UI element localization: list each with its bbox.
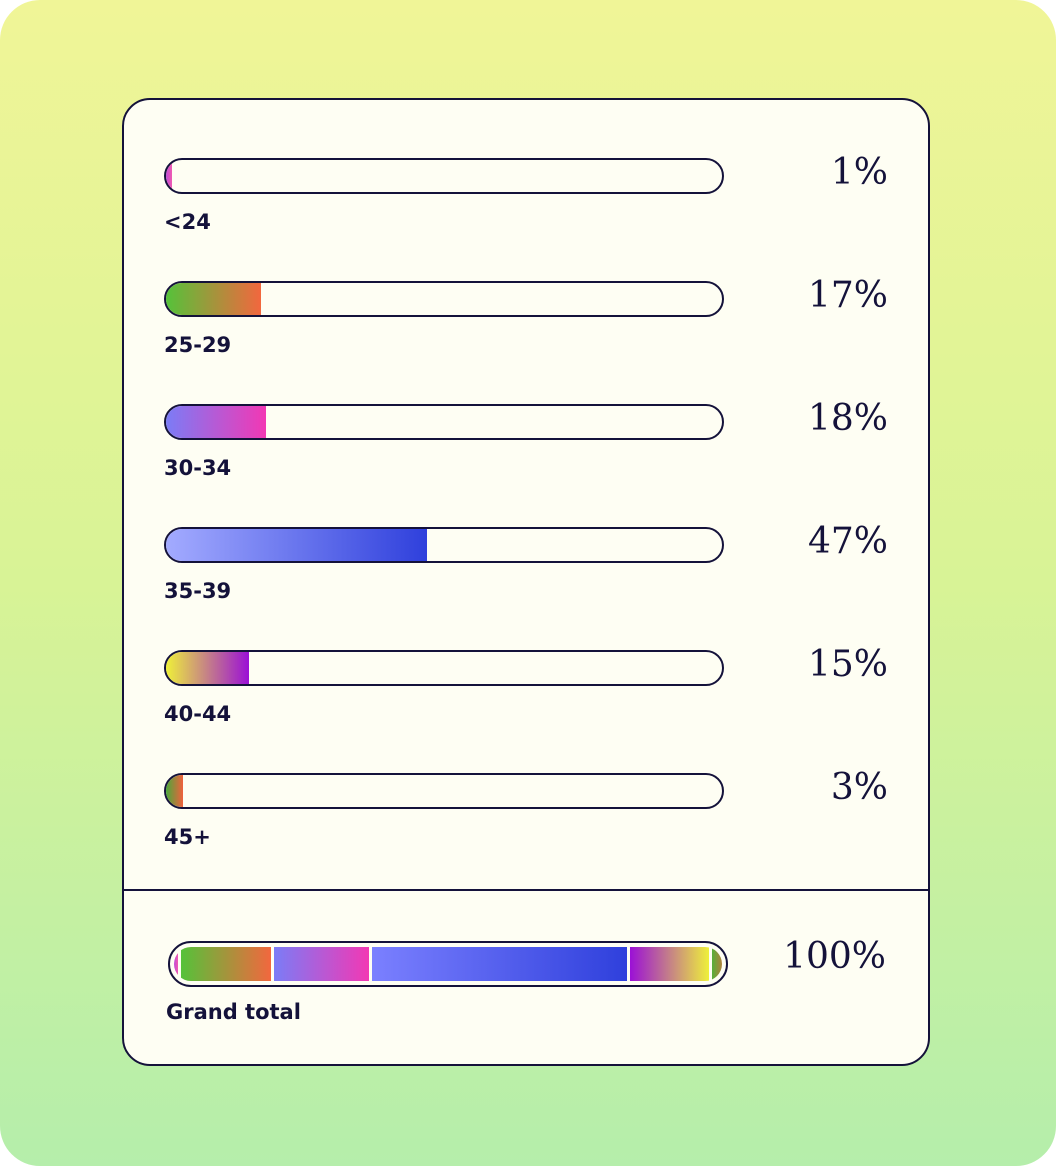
divider bbox=[124, 889, 928, 891]
bar-row: 40-44 15% bbox=[124, 644, 928, 740]
bar bbox=[166, 529, 428, 561]
bar-track bbox=[164, 527, 724, 563]
value-label: 18% bbox=[807, 398, 888, 439]
bar-row: <24 1% bbox=[124, 152, 928, 248]
category-label: <24 bbox=[164, 210, 211, 234]
total-segment bbox=[180, 947, 274, 981]
bar bbox=[166, 283, 261, 315]
bar-track bbox=[164, 281, 724, 317]
bar bbox=[166, 160, 172, 192]
category-label: 30-34 bbox=[164, 456, 232, 480]
total-segment bbox=[629, 947, 713, 981]
value-label: 3% bbox=[830, 767, 888, 808]
bar bbox=[166, 775, 183, 807]
grand-total-stacked-bar bbox=[174, 947, 722, 981]
value-label: 15% bbox=[807, 644, 888, 685]
bar-track bbox=[164, 404, 724, 440]
bar bbox=[166, 406, 267, 438]
grand-total-track bbox=[168, 941, 728, 987]
value-label: 1% bbox=[830, 152, 888, 193]
bar-row: 35-39 47% bbox=[124, 521, 928, 617]
bar-track bbox=[164, 773, 724, 809]
bar bbox=[166, 652, 250, 684]
chart-card: <24 1% 25-29 17% 30-34 18% 35-39 47% 40-44 15% 45+… bbox=[122, 98, 930, 1066]
total-segment bbox=[372, 947, 630, 981]
bar-track bbox=[164, 158, 724, 194]
value-label: 47% bbox=[807, 521, 888, 562]
grand-total-label: Grand total bbox=[166, 1000, 301, 1024]
category-label: 40-44 bbox=[164, 702, 232, 726]
total-segment bbox=[273, 947, 373, 981]
total-segment bbox=[712, 947, 722, 981]
bar-row: 25-29 17% bbox=[124, 275, 928, 371]
category-label: 45+ bbox=[164, 825, 211, 849]
bar-row: 45+ 3% bbox=[124, 767, 928, 863]
category-label: 35-39 bbox=[164, 579, 232, 603]
bar-row: 30-34 18% bbox=[124, 398, 928, 494]
value-label: 17% bbox=[807, 275, 888, 316]
bar-track bbox=[164, 650, 724, 686]
category-label: 25-29 bbox=[164, 333, 232, 357]
total-segment bbox=[174, 947, 181, 981]
grand-total-value: 100% bbox=[783, 936, 886, 977]
